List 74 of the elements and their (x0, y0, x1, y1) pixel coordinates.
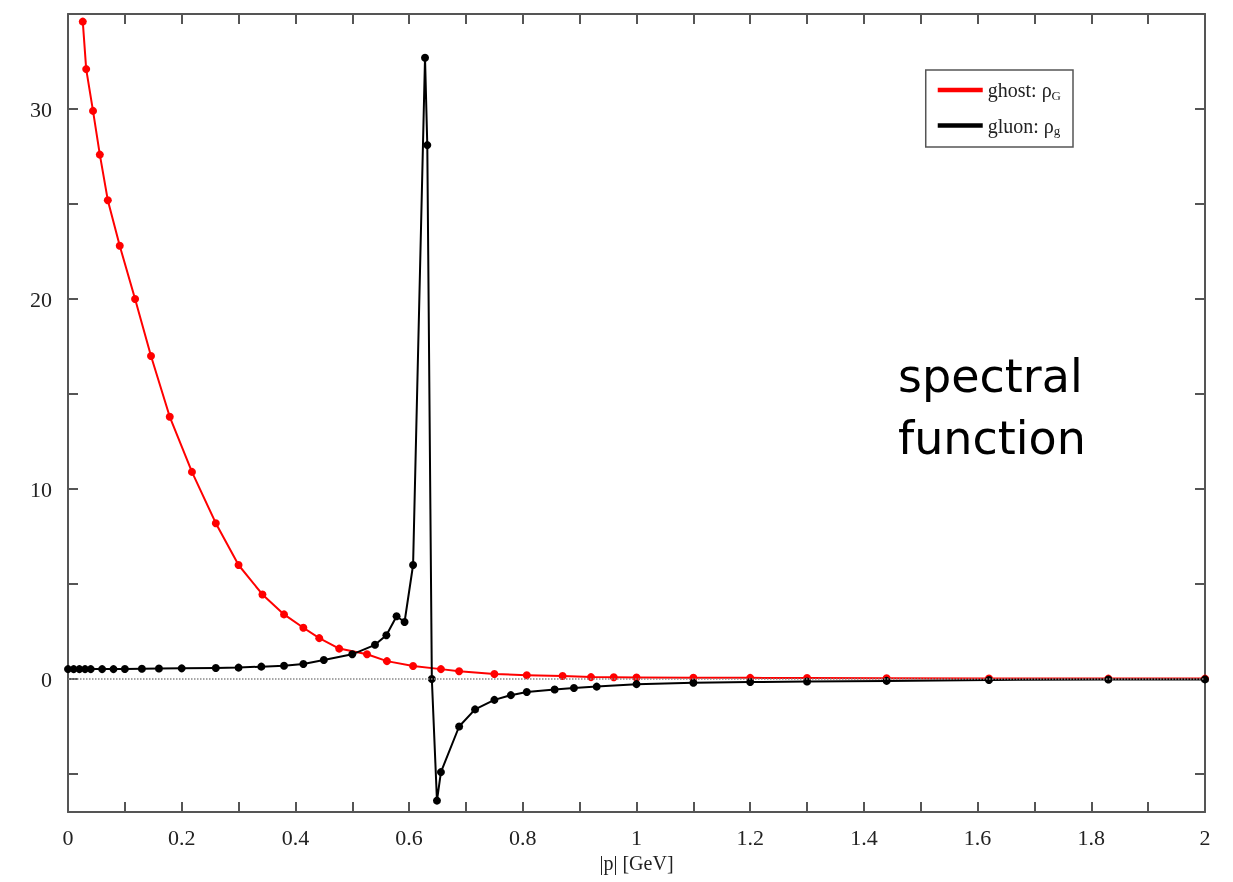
point (131, 295, 140, 303)
point (86, 665, 95, 674)
point (632, 680, 641, 689)
point (363, 650, 372, 659)
point (137, 664, 146, 673)
point (382, 657, 391, 666)
point (335, 644, 344, 653)
point (299, 623, 308, 632)
x-tick-label: 0.4 (281, 824, 310, 850)
point (432, 796, 441, 805)
point (258, 590, 267, 599)
point (689, 678, 698, 687)
point (421, 53, 430, 62)
point (409, 662, 418, 671)
point (348, 650, 357, 659)
point (234, 663, 243, 672)
point (592, 682, 601, 691)
point (211, 519, 220, 528)
x-tick-label: 0.8 (509, 824, 537, 850)
x-tick-label: 1.4 (850, 824, 878, 850)
point (436, 665, 445, 674)
point (319, 656, 328, 664)
y-tick-label: 30 (30, 96, 52, 122)
point (147, 352, 155, 360)
x-tick-label: 0.2 (167, 824, 196, 850)
point (392, 612, 401, 621)
point (455, 667, 464, 676)
point (506, 691, 515, 700)
point (103, 196, 112, 205)
point (436, 768, 445, 777)
x-tick-label: 1 (631, 824, 642, 850)
point (522, 687, 531, 696)
y-tick-label: 0 (41, 666, 52, 692)
point (211, 663, 220, 672)
point (257, 662, 266, 671)
x-tick-label: 2 (1199, 824, 1211, 850)
point (299, 659, 308, 668)
point (382, 631, 391, 640)
x-tick-label: 0 (62, 824, 74, 850)
point (400, 618, 409, 626)
point (165, 412, 174, 421)
y-tick-label: 20 (30, 286, 52, 312)
point (280, 610, 289, 619)
annotation: spectral function (898, 349, 1098, 465)
point (371, 640, 379, 649)
point (280, 661, 289, 670)
point (187, 467, 196, 476)
x-tick-label: 1.6 (963, 824, 992, 850)
x-tick-label: 1.8 (1077, 824, 1106, 850)
point (154, 664, 163, 673)
point (234, 561, 243, 569)
point (569, 683, 578, 692)
point (455, 722, 464, 731)
point (78, 17, 87, 26)
x-axis-title: |p| [GeV] (599, 851, 674, 875)
point (490, 695, 499, 704)
point (550, 685, 559, 694)
point (423, 141, 432, 150)
y-tick-label: 10 (30, 476, 52, 502)
x-tick-label: 0.6 (395, 824, 423, 850)
point (522, 671, 531, 680)
point (177, 664, 186, 673)
point (471, 705, 480, 714)
point (115, 241, 124, 250)
point (95, 150, 104, 159)
point (490, 670, 499, 679)
point (98, 665, 107, 674)
point (409, 561, 418, 569)
x-tick-label: 1.2 (736, 824, 764, 850)
point (109, 665, 118, 674)
point (89, 106, 98, 115)
point (82, 65, 91, 74)
point (315, 634, 324, 643)
point (120, 664, 129, 673)
